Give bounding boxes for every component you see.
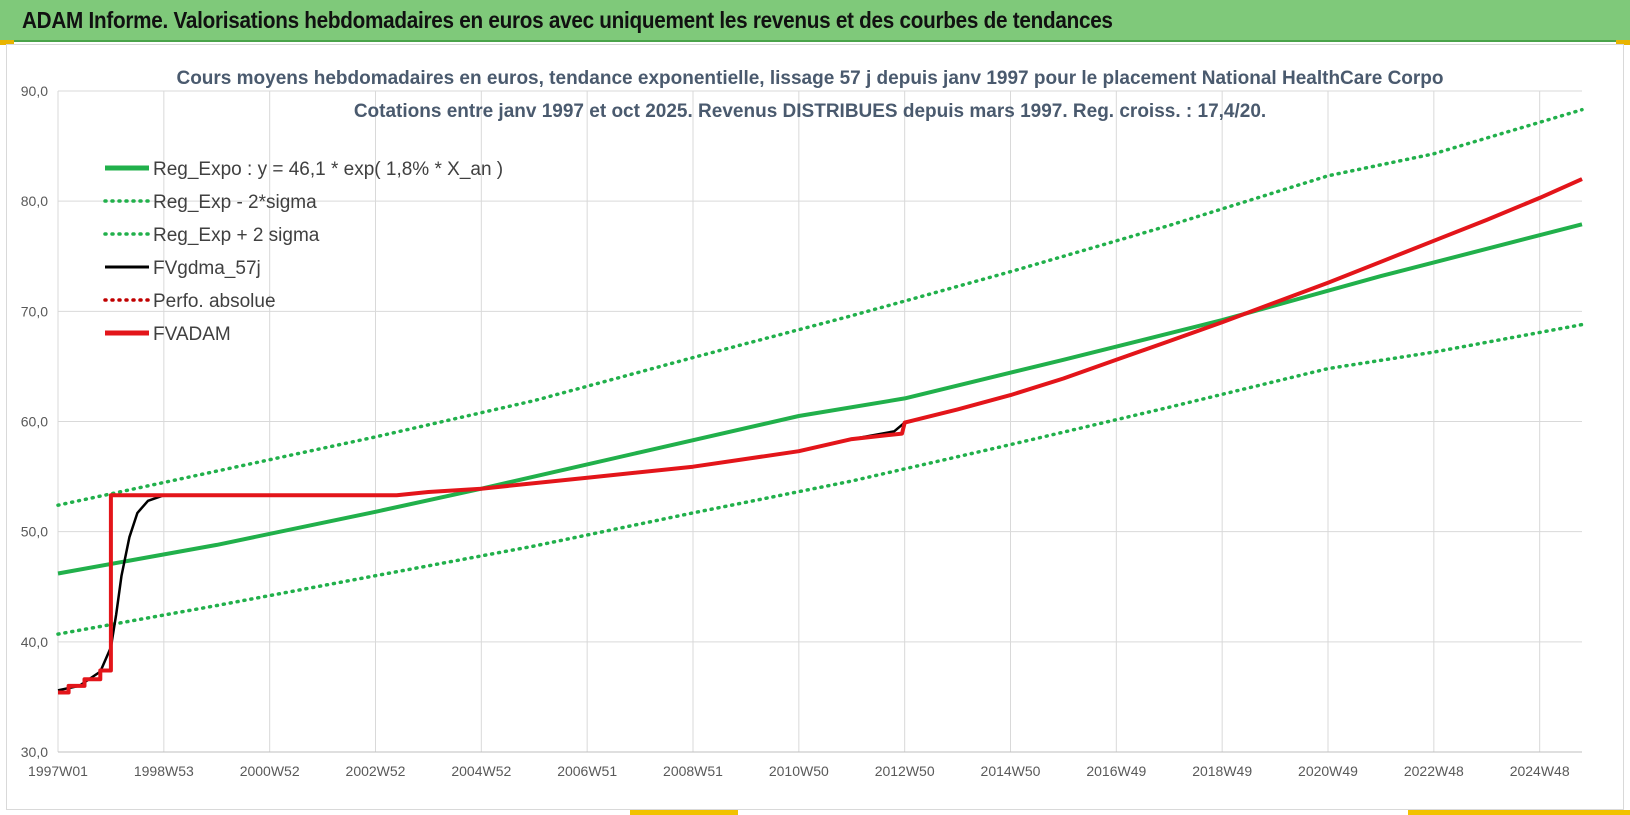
series-line-fvadam [58,177,1583,695]
banner-title: ADAM Informe. Valorisations hebdomadaire… [22,7,1113,33]
chart-title-line-2: Cotations entre janv 1997 et oct 2025. R… [354,101,1266,122]
legend-label: Reg_Expo : y = 46,1 * exp( 1,8% * X_an ) [153,159,503,180]
legend-label: Reg_Exp - 2*sigma [153,192,317,213]
y-tick-label: 50,0 [21,524,48,540]
x-tick-label: 2016W49 [1086,763,1146,779]
x-tick-label: 1997W01 [28,763,88,779]
x-tick-label: 2000W52 [240,763,300,779]
legend-label: FVgdma_57j [153,258,261,279]
chart-frame [6,44,1624,810]
legend: Reg_Expo : y = 46,1 * exp( 1,8% * X_an )… [103,159,503,345]
axes: 30,0 40,0 50,0 60,0 70,0 80,0 90,0 1997W01 1998W… [21,83,1582,779]
series-lines [56,107,1584,695]
y-tick-label: 70,0 [21,303,48,319]
report-banner: ADAM Informe. Valorisations hebdomadaire… [0,0,1630,42]
grid-lines [57,90,1582,753]
x-tick-label: 2022W48 [1404,763,1464,779]
y-tick-label: 30,0 [21,744,48,760]
y-tick-label: 60,0 [21,414,48,430]
series-line-reg_exp [56,322,1584,636]
legend-label: FVADAM [153,324,231,345]
x-tick-label: 2014W50 [981,763,1041,779]
series-line-reg_expo [57,222,1583,576]
series-line-fvgdma_57j [57,177,1583,692]
y-tick-label: 90,0 [21,83,48,99]
x-tick-label: 2018W49 [1192,763,1252,779]
x-tick-label: 2024W48 [1510,763,1570,779]
x-tick-label: 2006W51 [557,763,617,779]
corner-accent-right [1616,40,1630,45]
corner-accent-left [0,40,14,45]
bottom-accent-left [630,810,738,815]
x-tick-label: 1998W53 [134,763,194,779]
x-tick-label: 2012W50 [875,763,935,779]
x-tick-label: 2020W49 [1298,763,1358,779]
x-tick-label: 2010W50 [769,763,829,779]
x-tick-label: 2002W52 [346,763,406,779]
bottom-accent-right [1408,810,1630,815]
y-tick-label: 40,0 [21,634,48,650]
x-tick-label: 2004W52 [451,763,511,779]
legend-label: Reg_Exp + 2 sigma [153,225,320,246]
chart-title-line-1: Cours moyens hebdomadaires en euros, ten… [176,68,1443,89]
x-tick-label: 2008W51 [663,763,723,779]
legend-label: Perfo. absolue [153,291,276,312]
y-tick-label: 80,0 [21,193,48,209]
